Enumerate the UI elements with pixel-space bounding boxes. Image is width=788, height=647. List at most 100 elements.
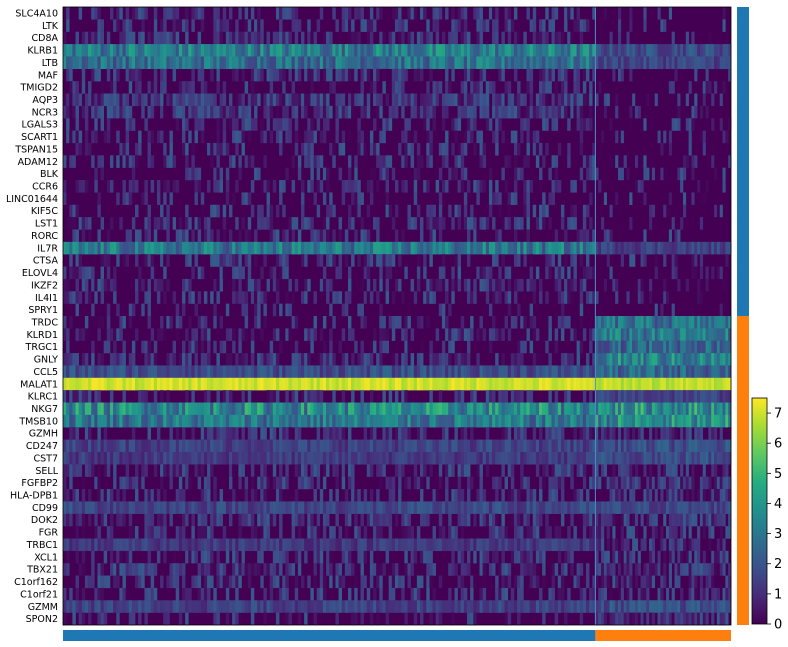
heatmap-cell [702,93,706,107]
heatmap-cell [194,241,198,255]
heatmap-cell [510,44,515,57]
heatmap-cell [394,93,399,107]
heatmap-cell [567,142,571,156]
heatmap-cell [141,44,145,57]
heatmap-cell [138,451,142,465]
heatmap-cell [326,204,330,218]
heatmap-cell [426,402,430,416]
heatmap-cell [404,180,408,193]
heatmap-cell [716,377,720,391]
heatmap-cell [266,118,270,131]
heatmap-cell [564,56,568,69]
heatmap-cell [702,241,706,255]
heatmap-cell [116,93,120,107]
heatmap-cell [373,56,377,69]
heatmap-cell [285,439,289,453]
heatmap-cell [579,291,584,304]
heatmap-cell [203,93,208,107]
heatmap-cell [629,105,633,119]
heatmap-cell [106,93,111,107]
heatmap-cell [495,451,499,465]
heatmap-cell [663,353,667,366]
heatmap-cell [301,241,305,255]
heatmap-cell [106,451,111,465]
heatmap-cell [163,328,167,341]
heatmap-cell [716,340,720,354]
heatmap-cell [66,291,70,304]
heatmap-cell [135,142,139,156]
heatmap-cell [329,81,333,94]
heatmap-cell [188,278,192,292]
heatmap-cell [326,93,330,107]
heatmap-cell [141,390,145,403]
heatmap-cell [147,427,151,440]
heatmap-cell [548,81,552,94]
heatmap-cell [354,204,358,218]
heatmap-cell [94,130,98,144]
heatmap-cell [498,266,502,280]
heatmap-cell [344,68,349,82]
heatmap-cell [332,390,336,403]
heatmap-cell [671,414,675,428]
heatmap-cell [97,476,101,490]
heatmap-cell [347,451,352,465]
heatmap-cell [460,427,465,440]
heatmap-cell [257,31,261,45]
heatmap-cell [376,254,380,267]
heatmap-cell [526,130,530,144]
heatmap-cell [725,340,729,354]
heatmap-cell [554,377,559,391]
heatmap-cell [382,167,386,181]
heatmap-cell [404,439,408,453]
heatmap-cell [725,353,729,366]
heatmap-cell [275,31,280,45]
heatmap-cell [545,56,549,69]
heatmap-cell [677,439,681,453]
heatmap-cell [504,19,509,32]
heatmap-cell [376,353,380,366]
heatmap-cell [109,7,114,20]
heatmap-cell [94,451,98,465]
heatmap-cell [332,439,336,453]
heatmap-cell [228,328,233,341]
heatmap-cell [135,402,139,416]
heatmap-cell [595,328,599,341]
heatmap-cell [643,44,647,57]
heatmap-cell [97,19,101,32]
heatmap-cell [91,377,95,391]
heatmap-cell [366,180,371,193]
heatmap-cell [238,377,242,391]
heatmap-cell [705,353,709,366]
heatmap-cell [94,278,98,292]
heatmap-cell [322,105,327,119]
heatmap-cell [219,365,224,378]
heatmap-cell [454,390,458,403]
heatmap-cell [260,451,264,465]
heatmap-cell [482,241,487,255]
heatmap-cell [241,56,245,69]
heatmap-cell [338,439,343,453]
heatmap-cell [316,390,321,403]
heatmap-cell [254,427,258,440]
heatmap-cell [557,31,562,45]
heatmap-cell [275,390,280,403]
heatmap-cell [200,414,205,428]
heatmap-cell [288,217,292,230]
heatmap-cell [542,44,546,57]
heatmap-cell [197,229,202,243]
heatmap-cell [479,68,483,82]
heatmap-cell [682,44,687,57]
heatmap-cell [347,44,352,57]
heatmap-cell [385,155,389,168]
heatmap-cell [601,402,605,416]
heatmap-cell [285,464,289,477]
heatmap-cell [235,93,239,107]
heatmap-cell [501,130,505,144]
heatmap-cell [654,427,658,440]
heatmap-cell [103,93,108,107]
heatmap-cell [272,377,277,391]
heatmap-cell [222,130,227,144]
heatmap-cell [606,365,610,378]
heatmap-cell [163,19,167,32]
heatmap-cell [570,353,574,366]
